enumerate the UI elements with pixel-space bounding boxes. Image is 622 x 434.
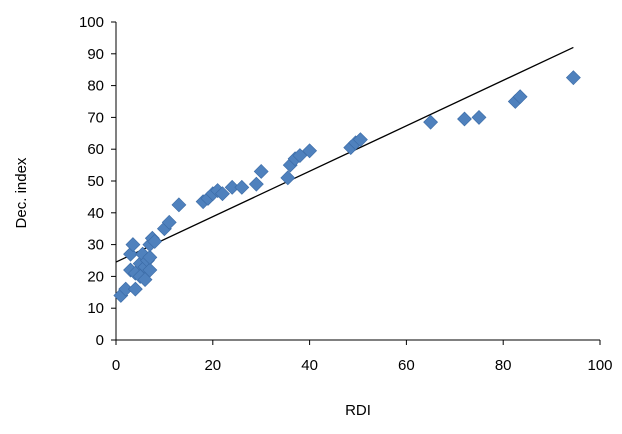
data-point xyxy=(215,186,230,202)
data-point xyxy=(302,143,318,159)
data-point xyxy=(161,214,177,230)
y-tick-label: 60 xyxy=(87,141,104,158)
y-tick-label: 80 xyxy=(87,78,104,95)
y-tick-label: 10 xyxy=(87,300,104,317)
data-point xyxy=(565,70,581,86)
data-point xyxy=(127,281,143,297)
data-point xyxy=(457,111,472,127)
tick-labels: 0 10 20 30 40 50 60 70 80 90 100 0 20 40 60 80 100 xyxy=(79,14,613,374)
data-point xyxy=(253,164,269,179)
data-point xyxy=(512,89,528,105)
x-tick-label: 0 xyxy=(112,357,120,374)
x-tick-label: 20 xyxy=(204,357,221,374)
y-tick-label: 40 xyxy=(87,205,104,222)
x-tick-label: 100 xyxy=(587,357,612,374)
y-tick-label: 70 xyxy=(87,109,104,126)
data-point xyxy=(471,109,487,125)
y-tick-label: 30 xyxy=(87,237,104,254)
y-tick-label: 90 xyxy=(87,46,104,63)
y-tick-label: 50 xyxy=(87,173,104,190)
y-axis-title: Dec. index xyxy=(13,157,30,228)
y-tick-label: 0 xyxy=(96,332,104,349)
axes xyxy=(111,21,601,345)
data-point xyxy=(248,176,264,192)
data-point xyxy=(234,179,250,195)
y-tick-label: 100 xyxy=(79,14,104,31)
x-tick-label: 40 xyxy=(301,357,318,374)
trendline-layer xyxy=(115,46,574,263)
data-point xyxy=(147,233,163,249)
y-tick-label: 20 xyxy=(87,268,104,285)
trendline xyxy=(115,46,574,263)
data-point xyxy=(142,249,158,265)
data-point xyxy=(280,170,296,186)
data-point xyxy=(142,262,158,278)
data-points xyxy=(113,70,581,303)
x-tick-label: 80 xyxy=(495,357,512,374)
x-axis-title: RDI xyxy=(345,402,371,419)
x-tick-label: 60 xyxy=(398,357,415,374)
data-point xyxy=(352,132,368,148)
data-point xyxy=(423,114,439,130)
data-point xyxy=(292,148,308,163)
data-point xyxy=(171,197,187,213)
data-point xyxy=(125,237,141,253)
